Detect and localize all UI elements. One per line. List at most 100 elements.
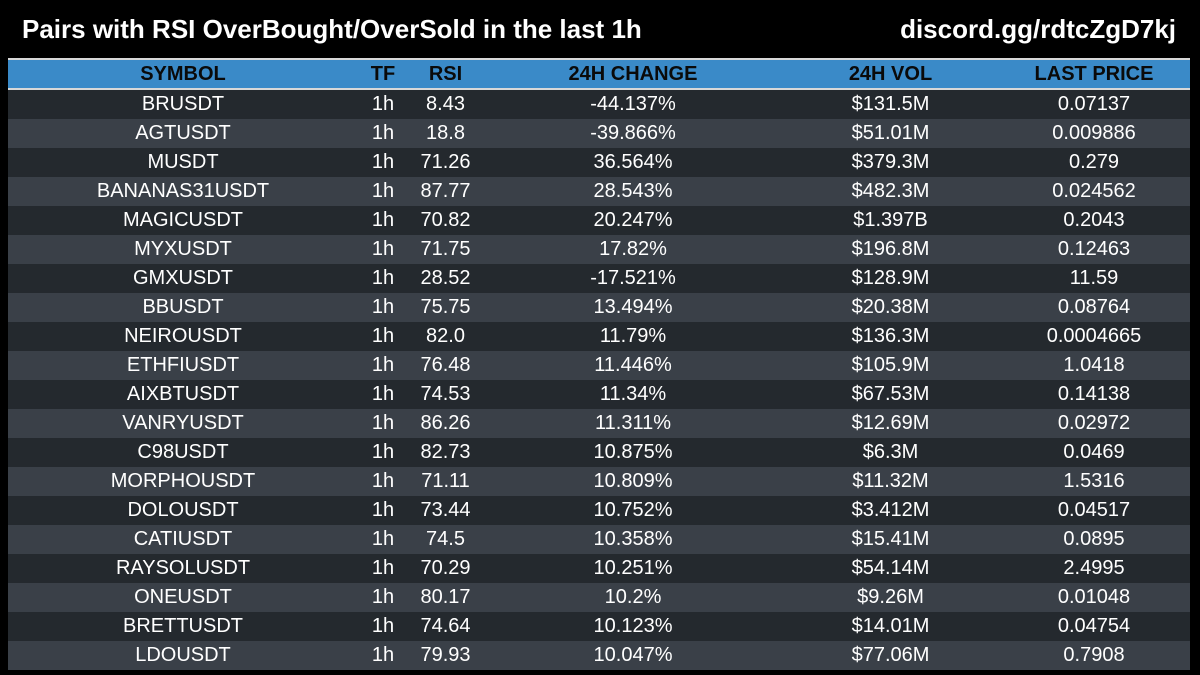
discord-link[interactable]: discord.gg/rdtcZgD7kj: [900, 14, 1176, 44]
page-title: Pairs with RSI OverBought/OverSold in th…: [22, 14, 642, 44]
price-cell: 1.5316: [998, 467, 1190, 496]
table-body: BRUSDT 1h 8.43 -44.137% $131.5M 0.07137 AGTUSD…: [8, 89, 1190, 670]
change-cell: 10.123%: [483, 612, 783, 641]
volume-cell: $379.3M: [783, 148, 998, 177]
symbol-cell: VANRYUSDT: [8, 409, 358, 438]
tf-cell: 1h: [358, 264, 408, 293]
price-cell: 0.7908: [998, 641, 1190, 670]
volume-cell: $482.3M: [783, 177, 998, 206]
tf-cell: 1h: [358, 525, 408, 554]
tf-cell: 1h: [358, 409, 408, 438]
volume-cell: $77.06M: [783, 641, 998, 670]
table-row: C98USDT 1h 82.73 10.875% $6.3M 0.0469: [8, 438, 1190, 467]
price-cell: 0.12463: [998, 235, 1190, 264]
change-cell: 11.79%: [483, 322, 783, 351]
symbol-cell: BRUSDT: [8, 89, 358, 119]
change-cell: 11.446%: [483, 351, 783, 380]
rsi-table: SYMBOL TF RSI 24H CHANGE 24H VOL LAST PR…: [8, 58, 1190, 670]
rsi-cell: 82.0: [408, 322, 483, 351]
change-cell: -44.137%: [483, 89, 783, 119]
symbol-cell: BANANAS31USDT: [8, 177, 358, 206]
table-row: MORPHOUSDT 1h 71.11 10.809% $11.32M 1.5316: [8, 467, 1190, 496]
table-row: MUSDT 1h 71.26 36.564% $379.3M 0.279: [8, 148, 1190, 177]
rsi-cell: 82.73: [408, 438, 483, 467]
rsi-cell: 87.77: [408, 177, 483, 206]
price-cell: 0.01048: [998, 583, 1190, 612]
symbol-cell: AIXBTUSDT: [8, 380, 358, 409]
change-cell: 20.247%: [483, 206, 783, 235]
volume-cell: $196.8M: [783, 235, 998, 264]
rsi-cell: 80.17: [408, 583, 483, 612]
table-row: AGTUSDT 1h 18.8 -39.866% $51.01M 0.009886: [8, 119, 1190, 148]
tf-cell: 1h: [358, 612, 408, 641]
symbol-cell: LDOUSDT: [8, 641, 358, 670]
volume-cell: $136.3M: [783, 322, 998, 351]
table-row: RAYSOLUSDT 1h 70.29 10.251% $54.14M 2.4995: [8, 554, 1190, 583]
price-cell: 0.04754: [998, 612, 1190, 641]
rsi-cell: 74.5: [408, 525, 483, 554]
volume-cell: $15.41M: [783, 525, 998, 554]
rsi-cell: 71.11: [408, 467, 483, 496]
volume-cell: $20.38M: [783, 293, 998, 322]
rsi-cell: 74.53: [408, 380, 483, 409]
symbol-cell: RAYSOLUSDT: [8, 554, 358, 583]
change-cell: -17.521%: [483, 264, 783, 293]
volume-cell: $51.01M: [783, 119, 998, 148]
change-cell: 10.752%: [483, 496, 783, 525]
tf-cell: 1h: [358, 380, 408, 409]
symbol-cell: GMXUSDT: [8, 264, 358, 293]
table-row: BANANAS31USDT 1h 87.77 28.543% $482.3M 0.0245…: [8, 177, 1190, 206]
column-header-symbol[interactable]: SYMBOL: [8, 58, 358, 90]
price-cell: 0.0469: [998, 438, 1190, 467]
volume-cell: $3.412M: [783, 496, 998, 525]
tf-cell: 1h: [358, 148, 408, 177]
volume-cell: $6.3M: [783, 438, 998, 467]
change-cell: 10.358%: [483, 525, 783, 554]
table-row: BRUSDT 1h 8.43 -44.137% $131.5M 0.07137: [8, 89, 1190, 119]
rsi-table-container: SYMBOL TF RSI 24H CHANGE 24H VOL LAST PR…: [8, 58, 1190, 670]
price-cell: 0.14138: [998, 380, 1190, 409]
tf-cell: 1h: [358, 322, 408, 351]
rsi-cell: 71.75: [408, 235, 483, 264]
table-header-row: SYMBOL TF RSI 24H CHANGE 24H VOL LAST PR…: [8, 58, 1190, 90]
price-cell: 0.0895: [998, 525, 1190, 554]
tf-cell: 1h: [358, 438, 408, 467]
tf-cell: 1h: [358, 119, 408, 148]
rsi-cell: 70.29: [408, 554, 483, 583]
price-cell: 0.02972: [998, 409, 1190, 438]
table-row: VANRYUSDT 1h 86.26 11.311% $12.69M 0.02972: [8, 409, 1190, 438]
tf-cell: 1h: [358, 496, 408, 525]
change-cell: 11.311%: [483, 409, 783, 438]
symbol-cell: NEIROUSDT: [8, 322, 358, 351]
change-cell: 10.809%: [483, 467, 783, 496]
table-row: AIXBTUSDT 1h 74.53 11.34% $67.53M 0.14138: [8, 380, 1190, 409]
price-cell: 0.0004665: [998, 322, 1190, 351]
rsi-cell: 73.44: [408, 496, 483, 525]
table-row: CATIUSDT 1h 74.5 10.358% $15.41M 0.0895: [8, 525, 1190, 554]
table-row: GMXUSDT 1h 28.52 -17.521% $128.9M 11.59: [8, 264, 1190, 293]
table-row: ONEUSDT 1h 80.17 10.2% $9.26M 0.01048: [8, 583, 1190, 612]
page-header: Pairs with RSI OverBought/OverSold in th…: [0, 0, 1200, 58]
tf-cell: 1h: [358, 351, 408, 380]
column-header-24h-vol[interactable]: 24H VOL: [783, 58, 998, 90]
symbol-cell: BBUSDT: [8, 293, 358, 322]
rsi-cell: 86.26: [408, 409, 483, 438]
column-header-last-price[interactable]: LAST PRICE: [998, 58, 1190, 90]
volume-cell: $131.5M: [783, 89, 998, 119]
volume-cell: $11.32M: [783, 467, 998, 496]
volume-cell: $1.397B: [783, 206, 998, 235]
tf-cell: 1h: [358, 293, 408, 322]
column-header-tf[interactable]: TF: [358, 58, 408, 90]
table-row: NEIROUSDT 1h 82.0 11.79% $136.3M 0.0004665: [8, 322, 1190, 351]
column-header-rsi[interactable]: RSI: [408, 58, 483, 90]
table-row: ETHFIUSDT 1h 76.48 11.446% $105.9M 1.0418: [8, 351, 1190, 380]
price-cell: 0.07137: [998, 89, 1190, 119]
rsi-cell: 79.93: [408, 641, 483, 670]
change-cell: -39.866%: [483, 119, 783, 148]
column-header-24h-change[interactable]: 24H CHANGE: [483, 58, 783, 90]
table-row: LDOUSDT 1h 79.93 10.047% $77.06M 0.7908: [8, 641, 1190, 670]
price-cell: 0.024562: [998, 177, 1190, 206]
rsi-cell: 75.75: [408, 293, 483, 322]
price-cell: 0.04517: [998, 496, 1190, 525]
table-row: BBUSDT 1h 75.75 13.494% $20.38M 0.08764: [8, 293, 1190, 322]
